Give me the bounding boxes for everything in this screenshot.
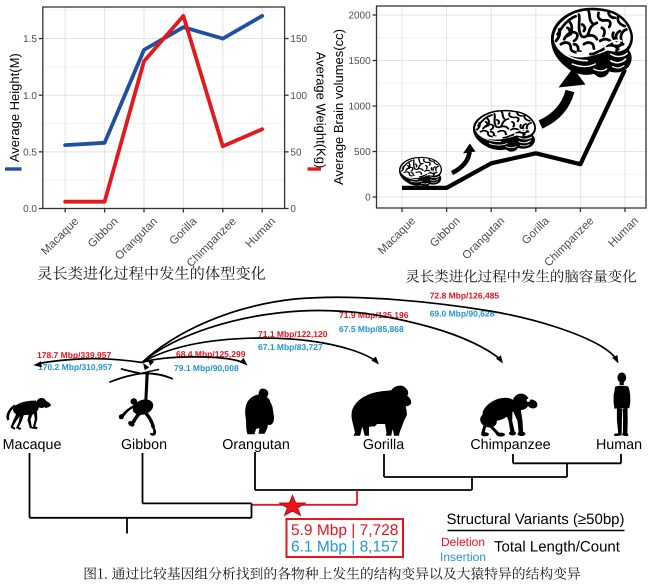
svg-text:Average Height(M): Average Height(M) (7, 53, 22, 162)
svg-text:Macaque: Macaque (3, 437, 62, 453)
svg-text:67.1 Mbp/83,727: 67.1 Mbp/83,727 (258, 342, 323, 352)
svg-text:500: 500 (354, 147, 371, 158)
svg-text:Average Weight(Kg): Average Weight(Kg) (314, 52, 329, 169)
svg-text:71.1 Mbp/122,120: 71.1 Mbp/122,120 (258, 329, 328, 339)
svg-text:Average Brain volumes(cc): Average Brain volumes(cc) (331, 29, 346, 185)
svg-text:1500: 1500 (348, 56, 371, 67)
svg-text:Gorilla: Gorilla (363, 437, 404, 453)
svg-text:Total Length/Count: Total Length/Count (494, 539, 621, 556)
svg-text:0: 0 (290, 204, 296, 215)
svg-text:2000: 2000 (348, 11, 371, 22)
svg-text:Orangutan: Orangutan (222, 437, 290, 453)
svg-text:69.0 Mbp/90,628: 69.0 Mbp/90,628 (430, 309, 495, 319)
svg-text:0: 0 (365, 193, 371, 204)
svg-text:67.5 Mbp/85,868: 67.5 Mbp/85,868 (339, 324, 404, 334)
svg-text:Structural Variants (≥50bp): Structural Variants (≥50bp) (446, 511, 624, 528)
svg-text:Insertion: Insertion (440, 550, 486, 564)
svg-text:68.4 Mbp/125,299: 68.4 Mbp/125,299 (176, 349, 246, 359)
svg-text:Chimpanzee: Chimpanzee (470, 437, 550, 453)
svg-text:Deletion: Deletion (441, 535, 485, 549)
svg-text:50: 50 (290, 147, 302, 158)
svg-text:Human: Human (596, 437, 642, 453)
svg-text:150: 150 (290, 34, 307, 45)
svg-text:100: 100 (290, 91, 307, 102)
svg-text:178.7 Mbp/339,957: 178.7 Mbp/339,957 (37, 350, 111, 360)
svg-text:0.5: 0.5 (23, 147, 37, 158)
svg-text:79.1 Mbp/90,008: 79.1 Mbp/90,008 (174, 363, 239, 373)
svg-text:1000: 1000 (348, 102, 371, 113)
svg-text:6.1 Mbp | 8,157: 6.1 Mbp | 8,157 (291, 538, 398, 555)
svg-text:1.5: 1.5 (23, 34, 37, 45)
svg-text:72.8 Mbp/126,485: 72.8 Mbp/126,485 (430, 291, 500, 301)
svg-text:170.2 Mbp/310,957: 170.2 Mbp/310,957 (38, 362, 112, 372)
svg-text:Gibbon: Gibbon (121, 437, 167, 453)
svg-text:5.9 Mbp | 7,728: 5.9 Mbp | 7,728 (291, 522, 398, 539)
svg-text:1.0: 1.0 (23, 91, 37, 102)
svg-text:0.0: 0.0 (23, 204, 37, 215)
